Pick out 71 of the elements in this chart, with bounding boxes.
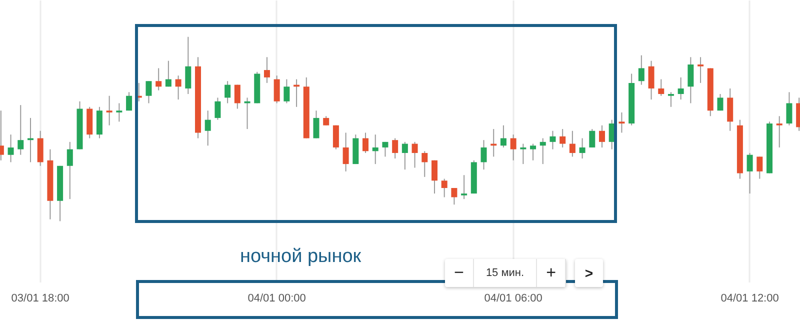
interval-field: 15 мин. — [474, 259, 538, 287]
candlestick — [698, 56, 704, 84]
candlestick — [66, 141, 73, 200]
candlestick — [638, 54, 644, 86]
candlestick — [18, 104, 24, 156]
candlestick — [204, 110, 211, 146]
next-button: > — [575, 259, 603, 287]
candlestick — [540, 138, 546, 165]
candlestick — [461, 174, 468, 200]
candlestick — [756, 156, 763, 180]
candlestick — [313, 110, 320, 139]
candlestick — [165, 60, 172, 88]
candlestick — [569, 130, 576, 158]
candlestick — [382, 141, 388, 158]
candlestick — [106, 95, 112, 126]
candlestick — [786, 92, 792, 126]
candlestick — [27, 117, 34, 163]
candlestick — [116, 102, 122, 122]
candlestick — [37, 130, 44, 166]
candlestick — [264, 56, 270, 84]
candlestick — [274, 75, 280, 104]
candlestick — [599, 124, 605, 148]
x-tick-label: 04/01 12:00 — [720, 292, 779, 304]
candlestick — [658, 78, 664, 96]
candlestick — [727, 88, 734, 132]
plus-button: + — [537, 259, 566, 287]
candlestick — [579, 138, 586, 160]
candlestick — [648, 60, 654, 100]
candlestick — [451, 188, 458, 206]
candlestick — [422, 150, 428, 178]
candlestick — [185, 36, 192, 94]
candlestick — [234, 84, 240, 110]
candlestick — [126, 92, 132, 112]
text: ночной рынок — [240, 246, 362, 268]
candlestick — [520, 143, 526, 165]
candlestick — [678, 76, 684, 100]
candlestick — [668, 92, 674, 108]
candlestick — [392, 138, 398, 160]
minus-button: − — [445, 259, 474, 287]
candlestick — [372, 134, 378, 165]
candlestick — [510, 134, 516, 161]
candlestick — [560, 128, 566, 148]
candlestick — [480, 140, 487, 170]
candlestick — [530, 143, 536, 161]
candlestick — [402, 141, 408, 170]
candlestick — [431, 160, 438, 194]
x-tick-label: 03/01 18:00 — [11, 292, 70, 304]
candlestick — [776, 116, 782, 148]
candlestick — [323, 116, 330, 126]
candlestick — [688, 56, 694, 104]
candlestick — [717, 94, 724, 112]
candlestick — [441, 178, 448, 198]
candlestick — [214, 97, 221, 120]
candlestick — [156, 68, 162, 91]
candlestick — [618, 112, 625, 134]
candlestick — [332, 124, 339, 150]
candlestick — [412, 141, 418, 168]
candlestick — [284, 78, 290, 104]
candlestick — [96, 106, 102, 139]
x-tick-label: 04/01 00:00 — [248, 292, 306, 304]
candlestick — [746, 152, 753, 194]
candlestick — [342, 132, 349, 172]
candlestick — [550, 130, 556, 150]
candlestick — [175, 75, 182, 100]
x-tick-label: 04/01 06:00 — [484, 292, 542, 304]
candlestick — [500, 124, 506, 148]
candlestick — [8, 134, 14, 163]
candlestick — [146, 80, 152, 104]
candlestick — [589, 128, 596, 148]
candlestick — [362, 132, 369, 154]
candlestick — [224, 80, 231, 104]
